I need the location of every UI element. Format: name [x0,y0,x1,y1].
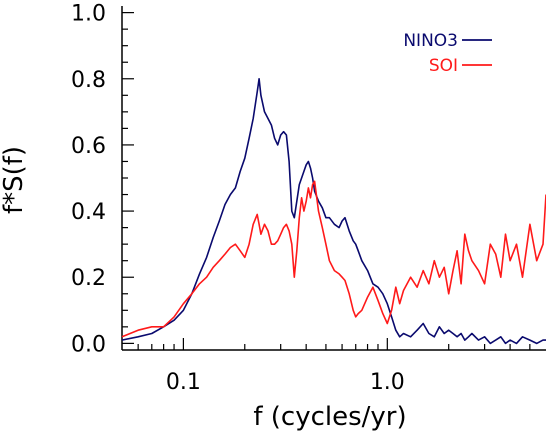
x-axis-title: f (cycles/yr) [253,402,406,432]
y-axis-title: f*S(f) [0,146,29,214]
y-tick-label: 0.8 [71,68,106,93]
legend-label-nino3: NINO3 [403,31,458,51]
series-layer [121,78,546,345]
y-tick-label: 0.4 [71,200,106,225]
x-tick-label: 0.1 [166,370,201,395]
y-ticks: 0.0 0.2 0.4 0.6 0.8 1.0 [71,2,134,357]
x-ticks: 0.1 1.0 [137,338,531,395]
plot-area: 0.1 1.0 0.0 0.2 0.4 0.6 0.8 1.0 [71,2,546,395]
series-line-soi [121,180,546,338]
y-tick-label: 0.6 [71,134,106,159]
y-tick-label: 0.2 [71,266,106,291]
y-tick-label: 0.0 [71,332,106,357]
series-line-nino3 [121,78,546,345]
x-tick-label: 1.0 [370,370,405,395]
legend: NINO3 SOI [403,31,492,76]
y-tick-label: 1.0 [71,2,106,27]
legend-label-soi: SOI [429,56,458,76]
